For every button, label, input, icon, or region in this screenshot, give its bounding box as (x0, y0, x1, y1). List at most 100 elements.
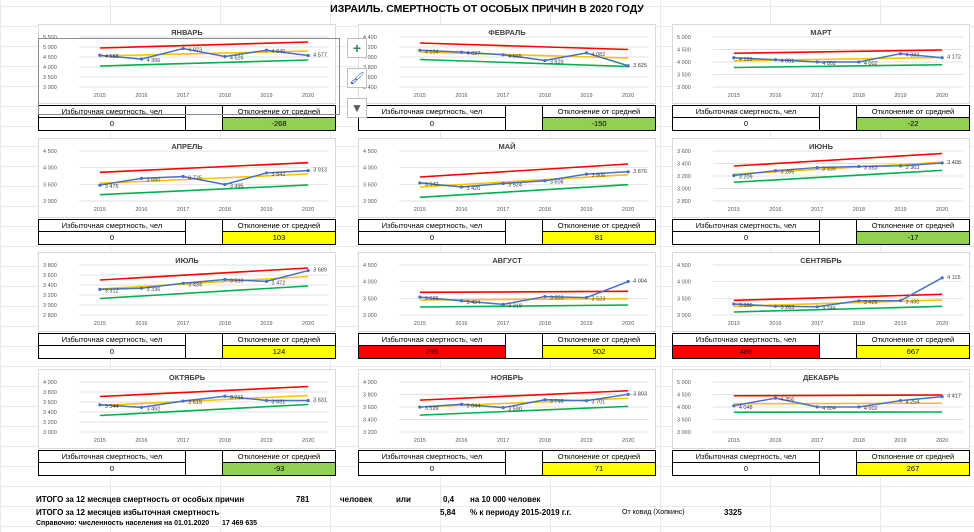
lower-line (419, 183, 629, 199)
actual-line (419, 171, 629, 188)
month-chart[interactable]: ИЮНЬ 2 800 3 000 3 200 3 400 3 600 2015 2016 20… (672, 138, 970, 218)
mean-line (733, 402, 943, 405)
x-tick-label: 2018 (853, 321, 865, 327)
data-label: 3 330 (739, 303, 753, 309)
month-chart[interactable]: ОКТЯБРЬ 3 000 3 200 3 400 3 600 3 800 4 000 20… (38, 369, 336, 449)
actual-point (815, 165, 819, 170)
chart-styles-button[interactable]: 🖌 (347, 68, 367, 88)
y-tick-label: 3 200 (677, 174, 691, 180)
month-chart[interactable]: ДЕКАБРЬ 3 000 3 500 4 000 4 500 5 000 2015 201… (672, 369, 970, 449)
x-tick-label: 2016 (455, 207, 467, 213)
deviation-value: 667 (856, 345, 970, 359)
month-panel: НОЯБРЬ 3 200 3 400 3 600 3 800 4 000 2015 2016… (358, 369, 656, 481)
month-chart[interactable]: СЕНТЯБРЬ 3 000 3 500 4 000 4 500 2015 2016 201… (672, 252, 970, 332)
x-tick-label: 2020 (622, 438, 634, 444)
y-tick-label: 4 000 (363, 280, 377, 286)
data-label: 3 544 (105, 404, 119, 410)
x-tick-label: 2016 (769, 207, 781, 213)
x-tick-label: 2015 (414, 438, 426, 444)
actual-point (223, 182, 227, 187)
upper-line (733, 152, 943, 167)
x-tick-label: 2016 (769, 93, 781, 99)
data-label: 3 426 (864, 300, 878, 306)
y-tick-label: 3 600 (363, 75, 377, 81)
chart-elements-button[interactable]: + (347, 38, 367, 58)
actual-point (264, 398, 269, 403)
chart-filters-button[interactable]: ▼ (347, 98, 367, 118)
data-label: 4 004 (822, 406, 836, 412)
x-tick-label: 2019 (894, 438, 906, 444)
actual-point (584, 295, 589, 300)
chart-title: ИЮНЬ (809, 142, 833, 151)
lower-line (419, 405, 629, 416)
month-chart[interactable]: АПРЕЛЬ 3 000 3 500 4 000 4 500 2015 2016 2017 2… (38, 138, 336, 218)
y-tick-label: 4 500 (677, 263, 691, 269)
footer-covid-value: 3325 (724, 508, 742, 517)
y-tick-label: 3 000 (43, 85, 57, 91)
month-chart[interactable]: ИЮЛЬ 2 800 3 000 3 200 3 400 3 600 3 800 2015 2… (38, 252, 336, 332)
month-chart[interactable]: МАРТ 3 000 3 500 4 000 4 500 5 000 2015 2016 20… (672, 24, 970, 104)
x-tick-label: 2018 (219, 207, 231, 213)
actual-point (418, 48, 422, 52)
actual-point (459, 402, 464, 406)
deviation-value: -150 (542, 117, 656, 131)
y-tick-label: 4 500 (677, 48, 691, 54)
y-tick-label: 3 400 (43, 283, 57, 289)
x-tick-label: 2016 (135, 93, 147, 99)
y-tick-label: 4 000 (677, 280, 691, 286)
actual-point (857, 299, 861, 303)
mean-line (99, 173, 309, 185)
actual-point (264, 279, 269, 283)
month-chart[interactable]: ЯНВАРЬ 3 000 3 500 4 000 4 500 5 000 5 500 201… (38, 24, 336, 104)
actual-point (773, 169, 778, 173)
actual-point (98, 53, 102, 57)
spacer-cell (505, 333, 543, 359)
plus-icon: + (352, 40, 362, 56)
deviation-value: -93 (222, 462, 336, 476)
x-tick-label: 2019 (580, 321, 592, 327)
data-label: 4 923 (188, 48, 202, 54)
x-tick-label: 2015 (414, 93, 426, 99)
month-summary-table: Избыточная смертность, чел Отклонение от… (358, 333, 656, 360)
excess-value: 0 (672, 462, 820, 476)
data-label: 3 876 (633, 169, 647, 175)
data-label: 3 599 (425, 406, 439, 412)
deviation-value: -268 (222, 117, 336, 131)
data-label: 3 680 (147, 177, 161, 183)
y-tick-label: 3 500 (677, 296, 691, 302)
data-label: 4 396 (147, 58, 161, 64)
actual-point (940, 276, 944, 280)
x-tick-label: 2015 (728, 207, 740, 213)
excess-value: 295 (358, 345, 506, 359)
y-tick-label: 5 000 (43, 45, 57, 51)
footer-covid-label: От ковид (Хопкинс) (622, 509, 685, 516)
month-summary-table: Избыточная смертность, чел Отклонение от… (358, 219, 656, 246)
data-label: 3 408 (947, 160, 961, 166)
month-chart[interactable]: МАЙ 3 000 3 500 4 000 4 500 2015 2016 2017 2018… (358, 138, 656, 218)
actual-point (181, 281, 185, 285)
month-chart[interactable]: АВГУСТ 3 000 3 500 4 000 4 500 2015 2016 2017 2… (358, 252, 656, 332)
y-tick-label: 4 000 (363, 380, 377, 386)
actual-point (773, 396, 778, 400)
lower-line (419, 58, 629, 68)
data-label: 3 524 (508, 183, 522, 189)
selected-chart-frame[interactable] (38, 38, 340, 115)
x-tick-label: 2016 (455, 321, 467, 327)
y-tick-label: 5 000 (677, 380, 691, 386)
actual-point (501, 53, 505, 57)
x-tick-label: 2020 (936, 438, 948, 444)
spacer-cell (505, 219, 543, 245)
spacer-cell (505, 450, 543, 476)
chart-svg: 3 000 3 500 4 000 4 500 5 000 2015 2016 2017 201… (677, 380, 963, 444)
data-label: 4 115 (947, 275, 960, 281)
x-tick-label: 2016 (135, 207, 147, 213)
actual-point (584, 51, 589, 55)
data-label: 4 002 (864, 406, 878, 412)
data-label: 3 263 (781, 305, 795, 311)
month-summary-table: Избыточная смертность, чел Отклонение от… (38, 105, 336, 132)
month-chart[interactable]: НОЯБРЬ 3 200 3 400 3 600 3 800 4 000 2015 2016… (358, 369, 656, 449)
month-chart[interactable]: ФЕВРАЛЬ 3 400 3 600 3 800 4 000 4 200 4 400 20… (358, 24, 656, 104)
month-panel: МАРТ 3 000 3 500 4 000 4 500 5 000 2015 2016 20… (672, 24, 970, 136)
month-summary-table: Избыточная смертность, чел Отклонение от… (672, 333, 970, 360)
